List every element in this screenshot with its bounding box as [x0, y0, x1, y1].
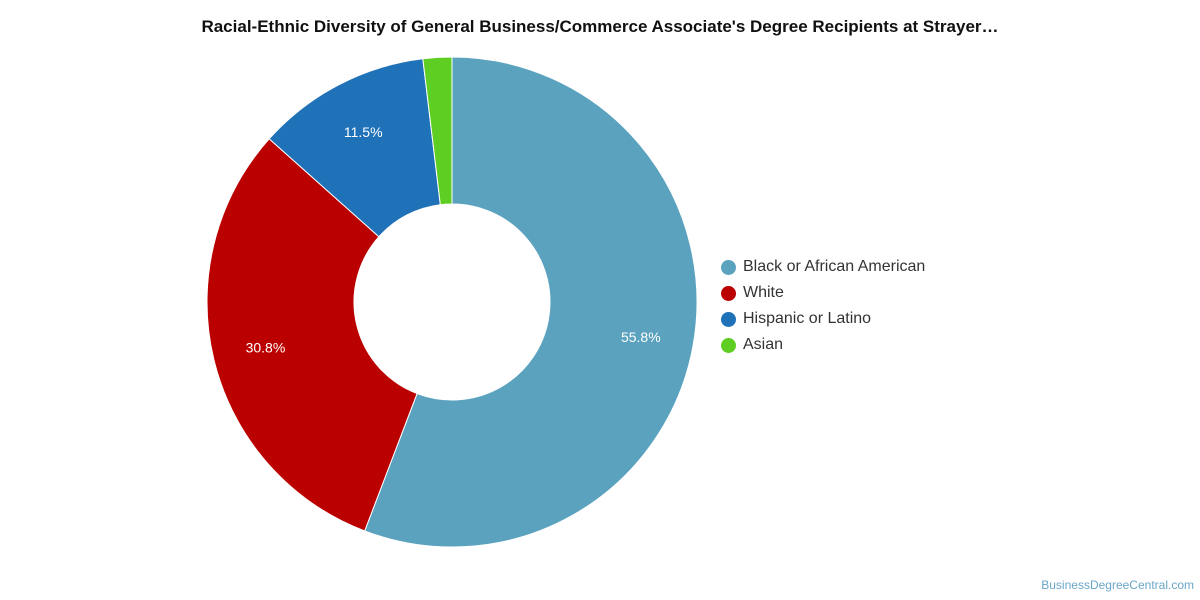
slice-white[interactable] — [206, 138, 418, 532]
slice-black-or-african-american[interactable] — [364, 56, 698, 548]
slices — [206, 56, 698, 548]
legend-label: Black or African American — [743, 258, 926, 275]
legend-item[interactable]: Asian — [721, 332, 925, 358]
legend-swatch-icon — [721, 259, 736, 275]
legend-item[interactable]: Black or African American — [721, 254, 925, 280]
legend-label: White — [743, 284, 784, 301]
legend-swatch-icon — [721, 337, 736, 353]
legend-label: Hispanic or Latino — [743, 310, 872, 327]
legend-item[interactable]: Hispanic or Latino — [721, 306, 925, 332]
slice-value-label: 55.8% — [621, 329, 661, 345]
legend-item[interactable]: White — [721, 280, 925, 306]
slice-labels: 55.8% 30.8% 11.5% — [246, 124, 661, 356]
legend: Black or African American White Hispanic o… — [721, 254, 925, 358]
watermark[interactable]: BusinessDegreeCentral.com — [1041, 578, 1194, 592]
legend-swatch-icon — [721, 285, 736, 301]
slice-asian[interactable] — [422, 56, 453, 206]
legend-label: Asian — [743, 336, 784, 353]
legend-swatch-icon — [721, 311, 736, 327]
slice-hispanic-or-latino[interactable] — [268, 58, 441, 238]
slice-value-label: 11.5% — [344, 124, 383, 140]
chart-title: Racial-Ethnic Diversity of General Busin… — [201, 17, 999, 36]
slice-value-label: 30.8% — [246, 339, 286, 355]
